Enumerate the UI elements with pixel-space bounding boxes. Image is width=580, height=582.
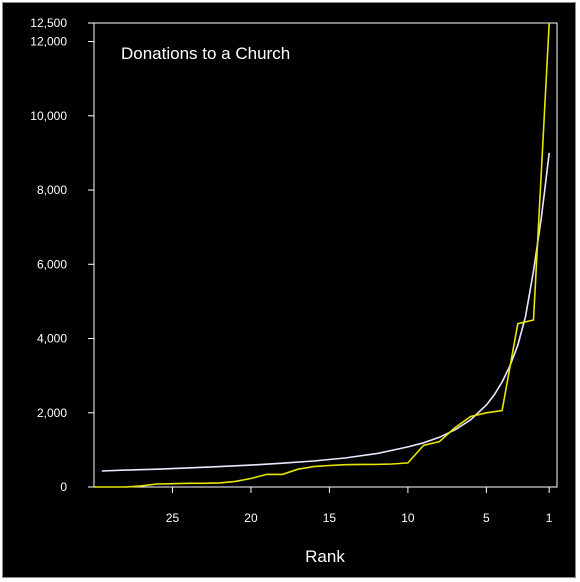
x-tick-label: 20 [244, 511, 258, 525]
chart-frame: 0 2,000 4,000 6,000 8,000 10,000 12,000 12,500 … [2, 2, 576, 578]
chart: 02,0004,0006,0008,00010,00012,00012,500 … [30, 16, 558, 566]
x-tick-label: 10 [401, 511, 415, 525]
x-tick-label: 5 [483, 511, 490, 525]
x-tick-label: 15 [323, 511, 337, 525]
fitted-series-line [101, 152, 550, 472]
y-tick-label: 12,000 [30, 35, 67, 49]
y-tick-label: 10,000 [30, 109, 67, 123]
observed-series-line [94, 22, 550, 488]
y-tick-label: 8,000 [37, 183, 67, 197]
y-tick-label: 12,500 [30, 16, 67, 30]
y-tick-label: 6,000 [37, 257, 67, 271]
y-axis: 0 2,000 4,000 6,000 8,000 10,000 12,000 12,500 [30, 16, 94, 494]
y-tick-label: 4,000 [37, 332, 67, 346]
chart-title: Donations to a Church [121, 44, 290, 63]
y-tick-label: 0 [60, 480, 67, 494]
x-axis: 25 20 15 10 5 1 [166, 487, 553, 525]
y-tick-label: 2,000 [37, 406, 67, 420]
plot-area-border [93, 22, 558, 488]
x-tick-label: 25 [166, 511, 180, 525]
x-axis-title: Rank [305, 547, 345, 566]
x-tick-label: 1 [546, 511, 553, 525]
